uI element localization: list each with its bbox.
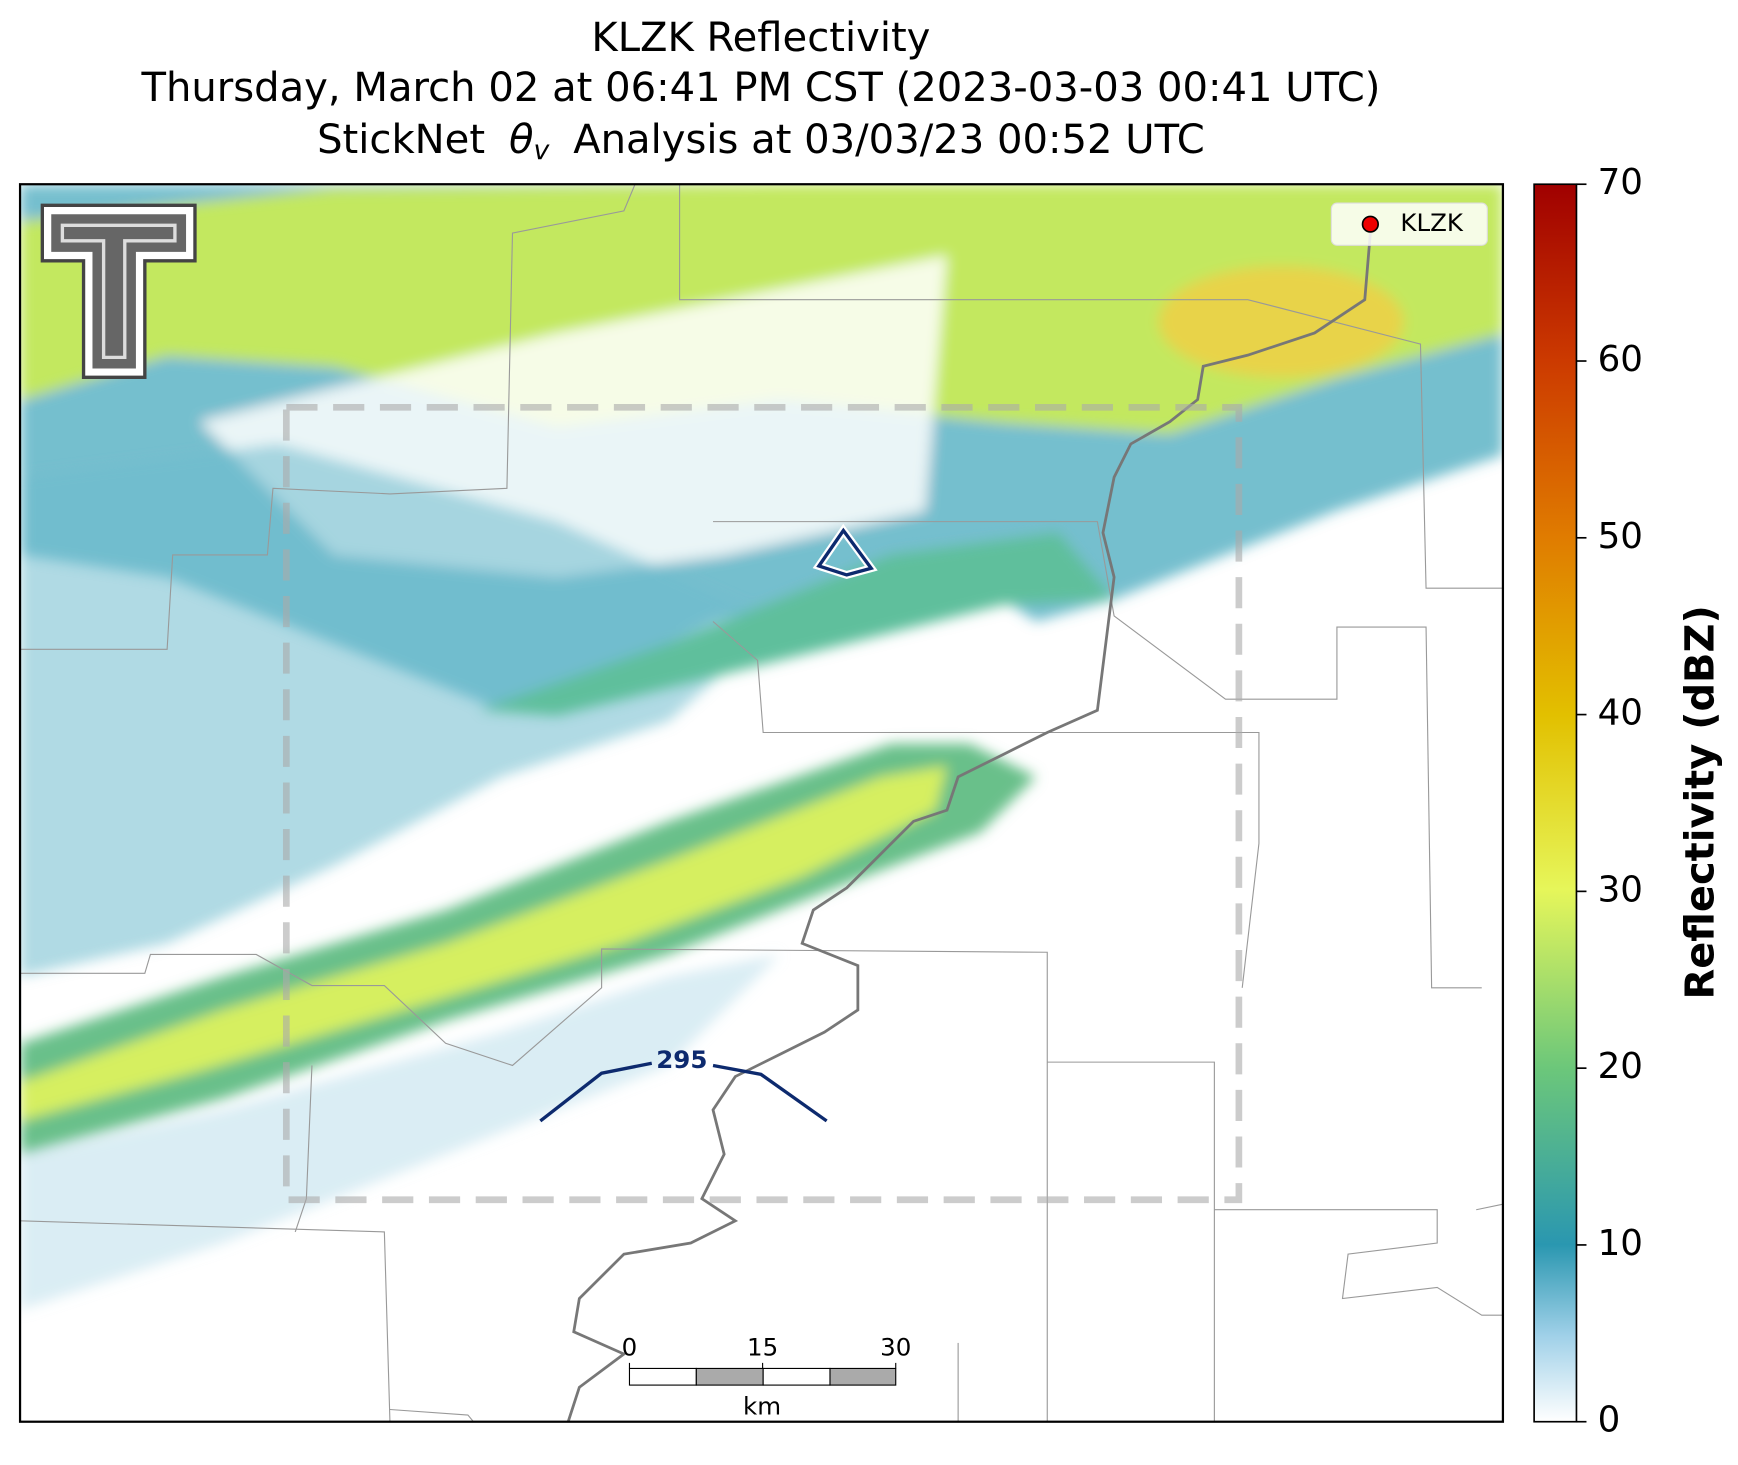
scale-tick-label: 15 — [747, 1332, 778, 1361]
analysis-title: StickNet θv Analysis at 03/03/23 00:52 U… — [317, 117, 1205, 172]
colorbar-tick-label: 40 — [1598, 693, 1643, 734]
border — [20, 948, 1048, 1422]
colorbar — [1533, 183, 1578, 1423]
analysis-domain — [282, 403, 1243, 1204]
scale-segment — [762, 1367, 831, 1386]
contour — [816, 527, 875, 577]
colorbar-tick-label: 20 — [1598, 1046, 1643, 1087]
border — [712, 621, 1260, 988]
colorbar-tick-label: 30 — [1598, 869, 1643, 910]
logo — [40, 203, 197, 380]
border — [20, 184, 636, 650]
contour-label: 295 — [656, 1045, 707, 1074]
border — [1047, 1061, 1215, 1422]
echo — [20, 443, 780, 977]
contour — [539, 1061, 653, 1123]
colorbar-tick-label: 70 — [1598, 162, 1643, 203]
title-part: StickNet — [317, 117, 485, 163]
legend-label: KLZK — [1400, 208, 1464, 237]
scale-tick-label: 30 — [880, 1332, 911, 1361]
colorbar-tick-label: 0 — [1598, 1400, 1621, 1441]
scale-bar: km 0 15 30 — [622, 1332, 912, 1420]
radar-echoes — [20, 184, 1503, 1310]
border — [1476, 1203, 1503, 1211]
title-part: Analysis at 03/03/23 00:52 UTC — [573, 117, 1205, 163]
scale-unit: km — [743, 1391, 781, 1420]
subtitle: Thursday, March 02 at 06:41 PM CST (2023… — [140, 65, 1380, 111]
echo — [20, 954, 780, 1310]
legend-box — [1330, 202, 1488, 246]
colorbar-tick-label: 60 — [1598, 339, 1643, 380]
border — [1214, 1209, 1503, 1316]
echo — [1158, 266, 1404, 378]
title: KLZK Reflectivity — [591, 15, 930, 61]
title-subscript: v — [533, 134, 550, 165]
echo — [479, 532, 1115, 716]
border — [713, 521, 1482, 989]
border — [679, 184, 1503, 589]
border — [389, 1408, 474, 1422]
scale-segment — [695, 1367, 764, 1386]
border — [20, 1220, 391, 1422]
scale-tick-label: 0 — [622, 1332, 638, 1361]
colorbar-tick-label: 10 — [1598, 1223, 1643, 1264]
map-frame — [18, 183, 1505, 1423]
echo — [20, 765, 947, 1121]
contour — [712, 1063, 828, 1123]
legend-marker — [1361, 215, 1379, 233]
map: 295 KLZK km 0 15 30 — [20, 184, 1503, 1422]
county-borders — [20, 184, 1503, 1422]
colorbar-tick-label: 50 — [1598, 516, 1643, 557]
colorbar-label: Reflectivity (dBZ) — [1677, 605, 1723, 999]
scale-segment — [628, 1367, 697, 1386]
legend: KLZK — [1330, 202, 1488, 246]
title-symbol: θ — [509, 117, 534, 163]
scale-segment — [829, 1367, 897, 1386]
river — [566, 232, 1372, 1422]
